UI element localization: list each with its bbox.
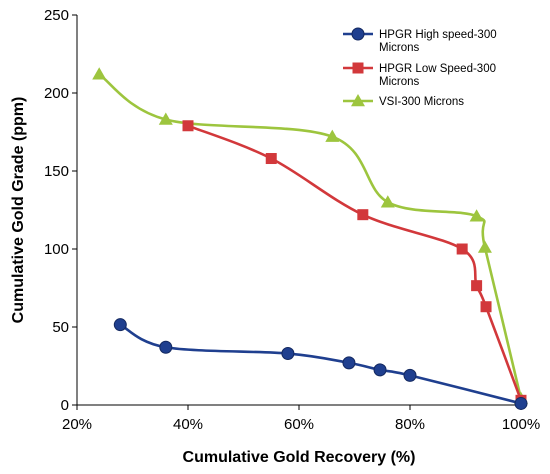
data-point (325, 129, 340, 142)
data-point (480, 301, 492, 313)
x-ticks: 20% 40% 60% 80% 100% (62, 405, 540, 433)
x-tick-label: 80% (395, 416, 425, 433)
x-tick-label: 40% (173, 416, 203, 433)
legend-marker (351, 27, 365, 41)
y-tick-label: 200 (44, 85, 69, 102)
series-3 (92, 67, 528, 405)
x-tick-label: 20% (62, 416, 92, 433)
data-point (469, 209, 484, 222)
x-axis-title: Cumulative Gold Recovery (%) (183, 449, 416, 466)
data-point (456, 243, 468, 255)
data-point (373, 363, 387, 377)
y-tick-label: 100 (44, 241, 69, 258)
legend: HPGR High speed-300 Microns HPGR Low Speed… (343, 27, 497, 108)
data-point (403, 368, 417, 382)
data-point (113, 318, 127, 332)
data-point (158, 112, 173, 125)
legend-marker (351, 94, 365, 107)
data-point (281, 347, 295, 361)
y-tick-label: 0 (61, 397, 69, 414)
y-tick-label: 250 (44, 7, 69, 24)
data-point (471, 280, 483, 292)
y-ticks: 0 50 100 150 200 250 (44, 7, 77, 414)
data-point (342, 356, 356, 370)
data-point (159, 340, 173, 354)
data-point (477, 240, 492, 253)
legend-label: VSI-300 Microns (379, 96, 464, 108)
data-point (380, 195, 395, 208)
plot-area: 20% 40% 60% 80% 100% 0 50 100 150 200 250 (44, 7, 540, 433)
y-axis-title: Cumulative Gold Grade (ppm) (10, 97, 27, 324)
series-line (119, 323, 522, 405)
y-tick-label: 50 (52, 319, 69, 336)
data-point (182, 120, 194, 132)
y-tick-label: 150 (44, 163, 69, 180)
legend-label: HPGR Low Speed-300 Microns (379, 63, 496, 88)
data-point (265, 153, 277, 165)
series-line (187, 124, 523, 401)
data-point (357, 209, 369, 221)
series-1 (113, 318, 528, 410)
data-point (92, 67, 107, 80)
series-layer (92, 67, 528, 410)
data-point (514, 396, 528, 410)
legend-label: HPGR High speed-300 Microns (379, 29, 497, 54)
legend-marker (352, 62, 364, 74)
x-tick-label: 60% (284, 416, 314, 433)
x-tick-label: 100% (502, 416, 540, 433)
